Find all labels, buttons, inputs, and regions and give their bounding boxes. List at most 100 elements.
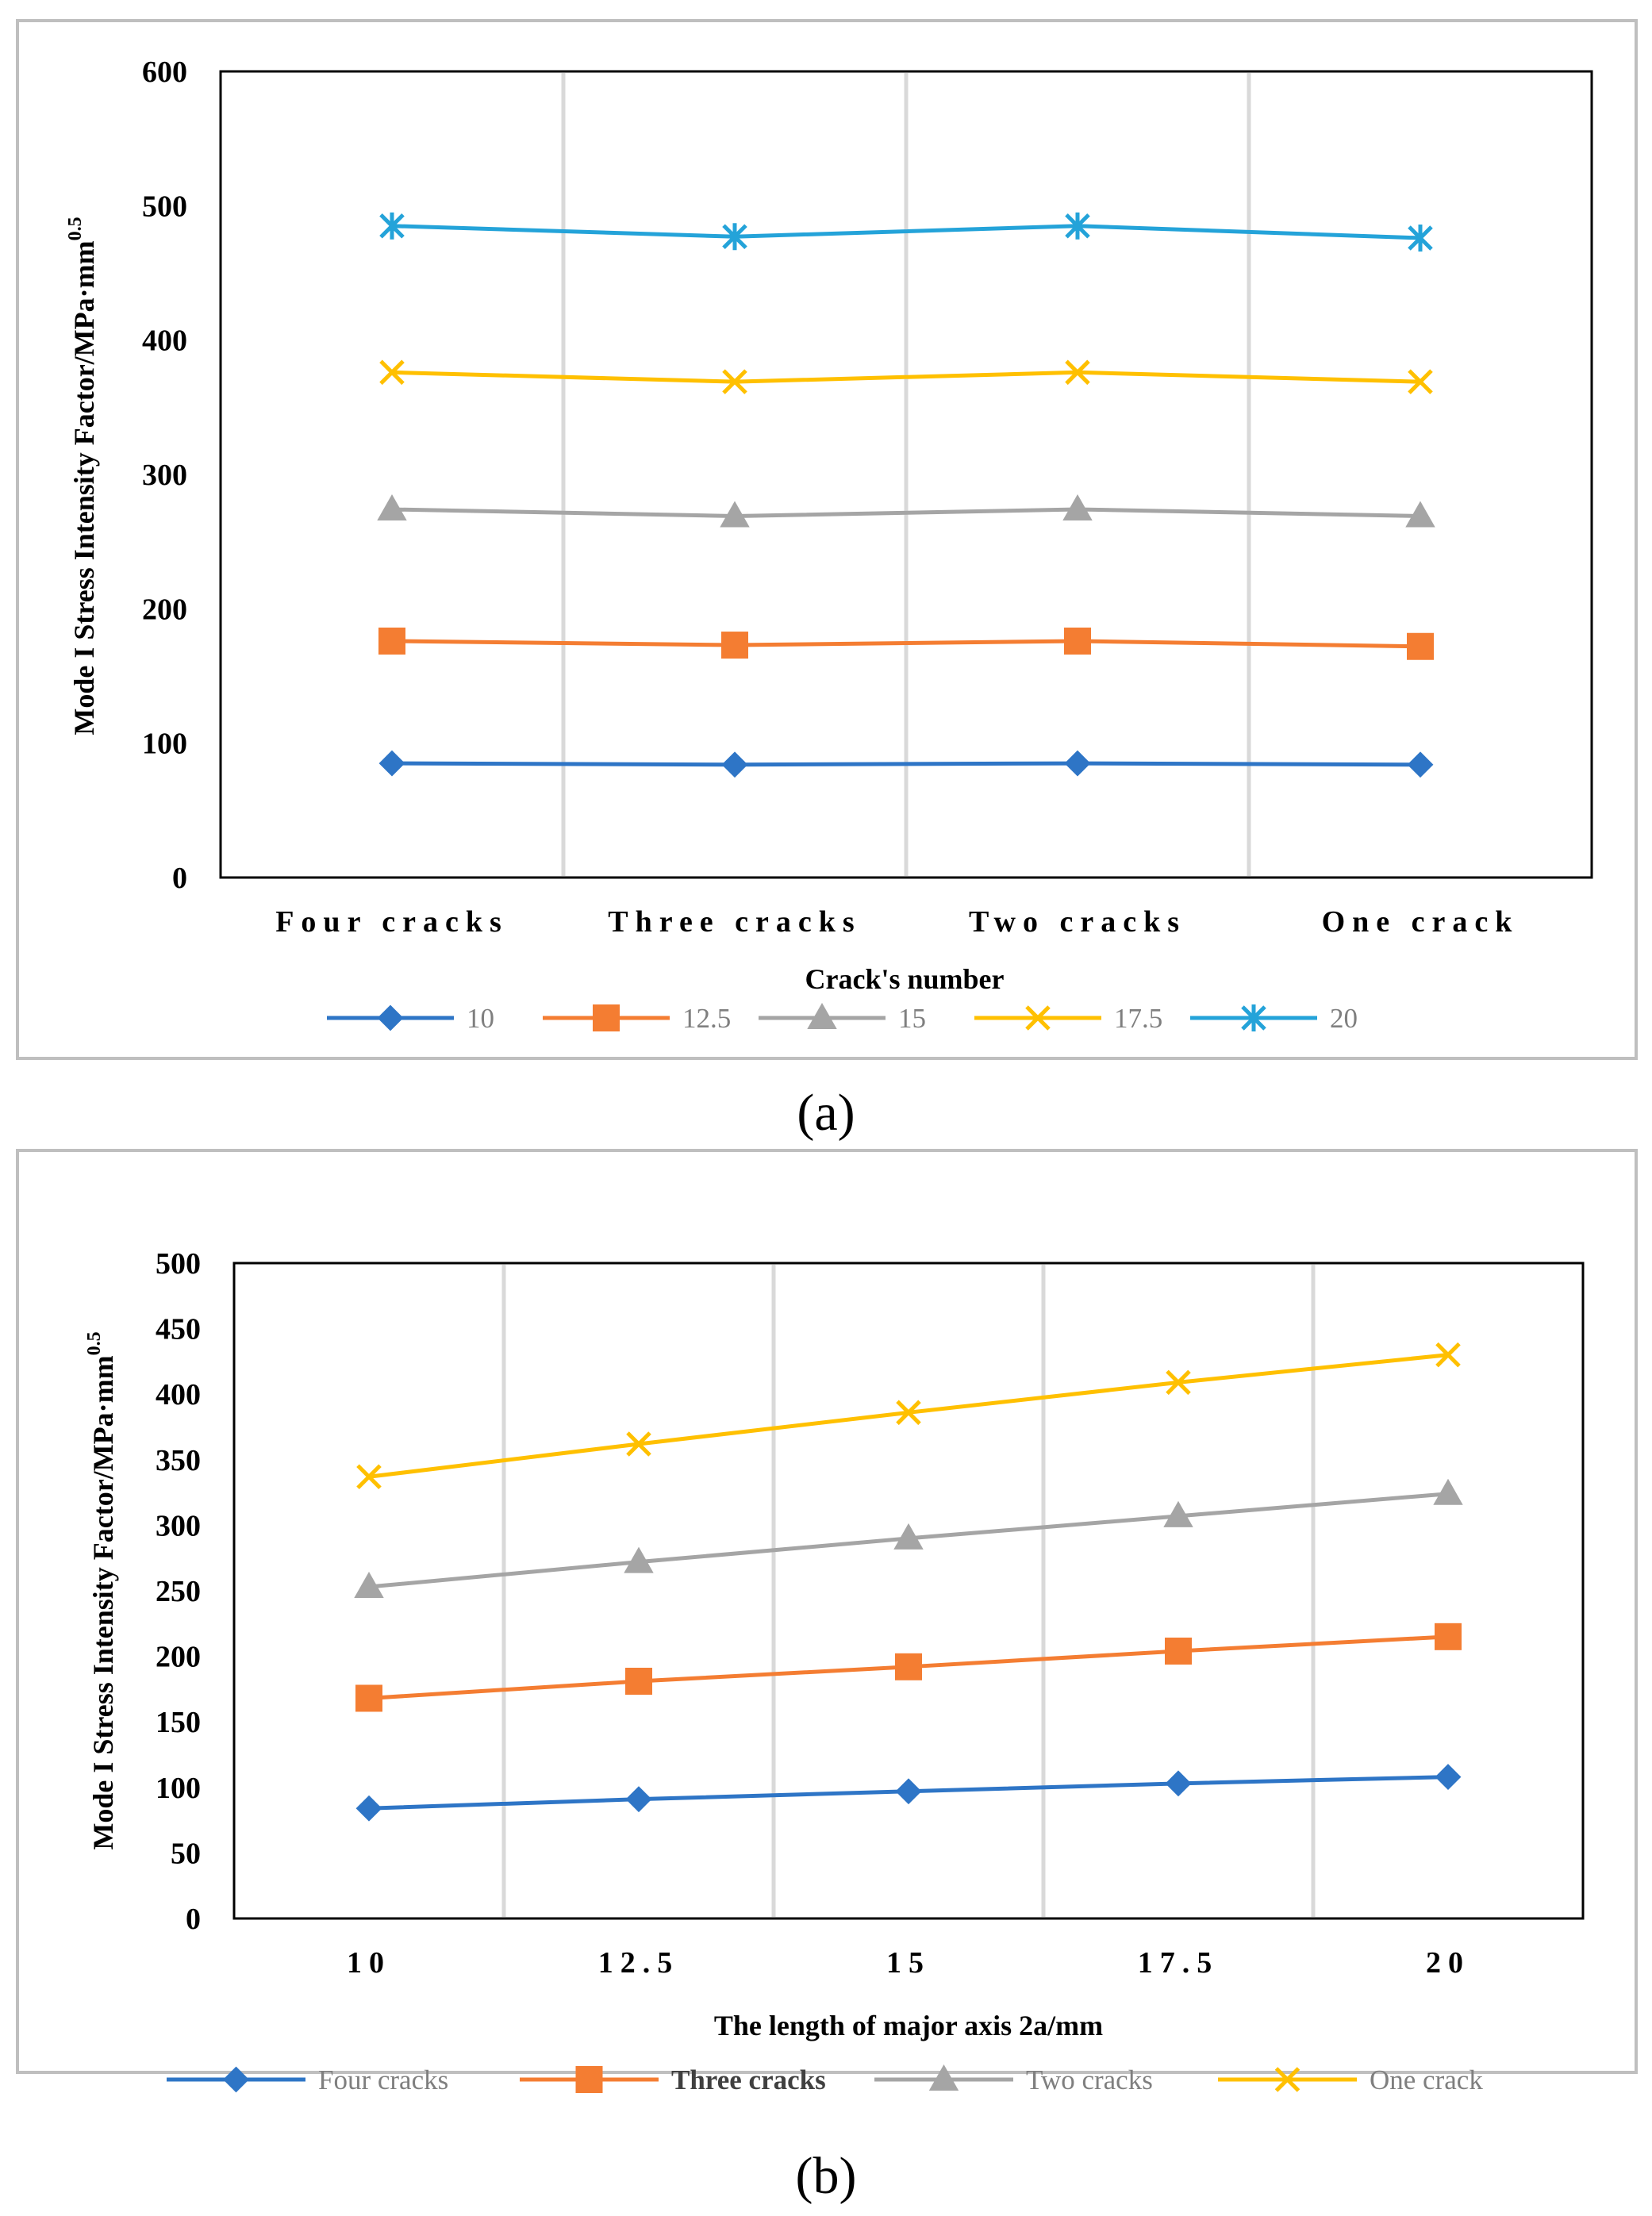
data-point — [378, 627, 405, 655]
data-point — [355, 1684, 382, 1712]
legend-label: One crack — [1370, 2064, 1483, 2095]
b-y-tick-label: 200 — [156, 1641, 201, 1674]
legend-item: 17.5 — [974, 1003, 1162, 1034]
legend-swatch-marker — [377, 1004, 404, 1031]
data-point — [722, 369, 747, 394]
a-y-tick-label: 600 — [142, 56, 187, 89]
data-point — [378, 750, 405, 777]
chart-b-x-axis-label: The length of major axis 2a/mm — [714, 2010, 1103, 2041]
legend-item: 15 — [759, 1002, 926, 1034]
data-point — [1166, 1369, 1191, 1396]
a-y-tick-label: 300 — [142, 459, 187, 492]
a-x-tick-label: Four cracks — [275, 905, 509, 939]
data-point — [1408, 369, 1433, 394]
chart-a-x-axis-label: Crack's number — [805, 963, 1005, 995]
legend-label: 12.5 — [682, 1003, 731, 1034]
legend-label: 17.5 — [1114, 1003, 1162, 1034]
legend-swatch-marker — [1025, 1005, 1051, 1031]
panel-label-a: (a) — [797, 1084, 855, 1142]
legend-label: Three cracks — [671, 2064, 826, 2095]
b-y-tick-label: 350 — [156, 1444, 201, 1477]
legend-label: Two cracks — [1026, 2064, 1153, 2095]
series-one-crack — [356, 1342, 1461, 1490]
legend-item: 10 — [327, 1003, 494, 1034]
data-point — [1163, 1500, 1193, 1527]
a-x-tick-label: One crack — [1322, 905, 1519, 939]
data-point — [1435, 1764, 1462, 1790]
legend-item: 12.5 — [543, 1003, 731, 1034]
a-x-tick-label: Two cracks — [969, 905, 1186, 939]
series-12-5 — [378, 627, 1434, 660]
legend-item: Three cracks — [520, 2064, 826, 2095]
legend-label: Four cracks — [318, 2064, 448, 2095]
series-line — [391, 224, 1421, 240]
chart-a-y-axis-label: Mode I Stress Intensity Factor/MPa·mm0.5 — [65, 217, 100, 735]
data-point — [896, 1400, 921, 1426]
legend-item: One crack — [1218, 2064, 1483, 2095]
data-point — [1064, 750, 1091, 777]
b-y-tick-label: 50 — [171, 1837, 201, 1870]
b-y-tick-label: 0 — [186, 1903, 201, 1936]
data-point — [720, 501, 750, 528]
data-point — [625, 1786, 652, 1813]
legend-swatch-marker — [1241, 1004, 1266, 1031]
b-y-tick-label: 400 — [156, 1378, 201, 1411]
data-point — [1435, 1342, 1461, 1368]
b-y-tick-label: 300 — [156, 1509, 201, 1542]
data-point — [625, 1667, 652, 1695]
data-point — [377, 494, 407, 521]
b-y-tick-label: 150 — [156, 1706, 201, 1739]
data-point — [721, 751, 748, 778]
chart-b: 0 50 100 150 200 250 300 350 400 450 500 10 12.5 15 1… — [16, 1149, 1638, 2095]
legend-swatch-marker — [807, 1002, 837, 1029]
chart-b-y-axis-label: Mode I Stress Intensity Factor/MPa·mm0.5 — [84, 1331, 119, 1849]
data-point — [1407, 751, 1434, 778]
data-point — [354, 1572, 384, 1599]
b-y-tick-label: 100 — [156, 1772, 201, 1805]
data-point — [356, 1464, 382, 1490]
a-y-tick-label: 0 — [172, 862, 187, 895]
b-x-tick-label: 12.5 — [598, 1946, 680, 1980]
legend-swatch-marker — [928, 2064, 959, 2091]
data-point — [1405, 501, 1435, 528]
data-point — [1408, 224, 1433, 252]
series-line — [391, 639, 1421, 649]
data-point — [355, 1795, 382, 1822]
data-point — [1065, 359, 1090, 386]
data-point — [1165, 1637, 1192, 1665]
legend-swatch-marker — [1274, 2067, 1300, 2092]
data-point — [1433, 1478, 1463, 1505]
legend-label: 10 — [467, 1003, 494, 1034]
legend-label: 15 — [898, 1003, 926, 1034]
series-line — [391, 761, 1421, 767]
series-20 — [379, 212, 1433, 252]
b-y-tick-label: 500 — [156, 1247, 201, 1281]
series-line — [391, 370, 1421, 384]
series-10 — [378, 750, 1434, 778]
data-point — [893, 1523, 924, 1550]
data-point — [722, 223, 747, 251]
chart-b-plot-area — [232, 1262, 1585, 1920]
data-point — [1062, 494, 1093, 521]
b-x-tick-label: 17.5 — [1138, 1946, 1220, 1980]
series-three-cracks — [355, 1623, 1462, 1712]
data-point — [379, 212, 405, 240]
a-y-tick-label: 200 — [142, 593, 187, 626]
chart-a: 0 100 200 300 400 500 600 Four cracks Three cra… — [16, 19, 1638, 1060]
panel-label-b: (b) — [796, 2147, 857, 2205]
legend-label: 20 — [1330, 1003, 1358, 1034]
series-15 — [377, 494, 1435, 528]
legend-item: Four cracks — [167, 2064, 448, 2095]
series-four-cracks — [355, 1764, 1462, 1822]
b-x-tick-label: 15 — [886, 1946, 931, 1980]
b-x-tick-label: 20 — [1426, 1946, 1470, 1980]
data-point — [626, 1431, 651, 1457]
legend-swatch-marker — [575, 2066, 603, 2093]
data-point — [379, 359, 405, 386]
data-point — [1064, 627, 1091, 655]
data-point — [1165, 1770, 1192, 1797]
a-y-tick-label: 100 — [142, 728, 187, 761]
a-y-tick-label: 500 — [142, 190, 187, 223]
b-y-tick-label: 450 — [156, 1313, 201, 1346]
